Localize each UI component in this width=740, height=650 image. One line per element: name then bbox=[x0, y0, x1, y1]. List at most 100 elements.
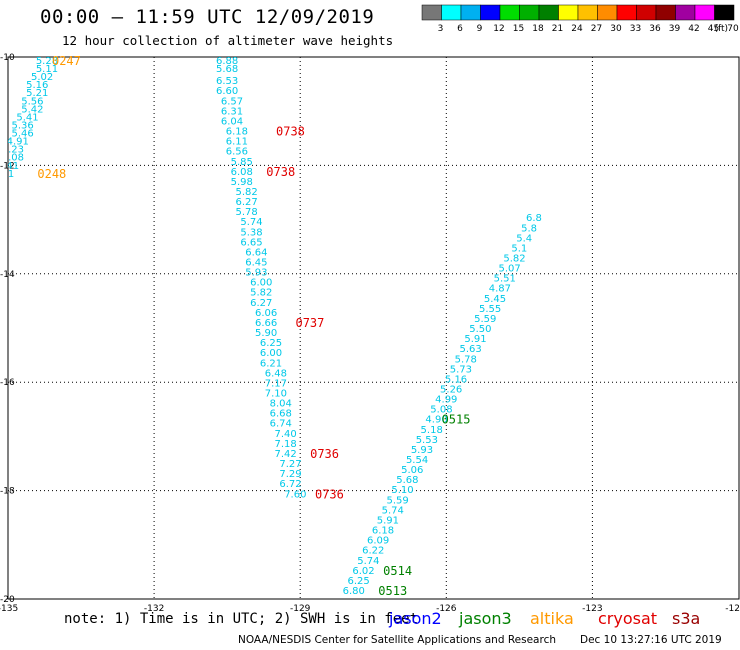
y-tick-label: -16 bbox=[0, 378, 15, 388]
swh-value: 6.27 bbox=[250, 298, 272, 309]
swh-value: 6.53 bbox=[216, 76, 238, 87]
x-tick-label: -135 bbox=[0, 604, 18, 614]
swh-value: 4.99 bbox=[435, 395, 457, 406]
swh-value: 5.78 bbox=[235, 207, 257, 218]
swh-value: 6.80 bbox=[343, 586, 365, 597]
colorbar-swatch bbox=[655, 4, 676, 21]
swh-value: 5.55 bbox=[479, 304, 501, 315]
colorbar-label: 45 bbox=[708, 24, 719, 34]
swh-value: 5.68 bbox=[396, 475, 418, 486]
swh-value: 6.25 bbox=[348, 576, 370, 587]
swh-value: 6.18 bbox=[372, 526, 394, 537]
timestamp: Dec 10 13:27:16 UTC 2019 bbox=[580, 634, 722, 646]
time-label: 0514 bbox=[383, 564, 412, 578]
swh-value: 5.36 bbox=[11, 120, 33, 131]
legend-s3a: s3a bbox=[672, 609, 701, 628]
colorbar-label: 21 bbox=[552, 24, 563, 34]
colorbar-label: 39 bbox=[669, 24, 681, 34]
swh-value: 6.08 bbox=[231, 167, 253, 178]
swh-value: 6.31 bbox=[221, 106, 243, 117]
swh-value: 5.45 bbox=[484, 294, 506, 305]
swh-value: 5.90 bbox=[255, 328, 277, 339]
swh-value: 7.10 bbox=[265, 389, 287, 400]
swh-value: 5.82 bbox=[250, 288, 272, 299]
colorbar-label: 33 bbox=[630, 24, 641, 34]
colorbar-label: 27 bbox=[591, 24, 602, 34]
swh-value: 5.4 bbox=[516, 233, 532, 244]
swh-value: 6.04 bbox=[221, 116, 243, 127]
swh-value: 4.91 bbox=[7, 137, 29, 148]
swh-value: 5.50 bbox=[469, 324, 491, 335]
colorbar-swatch bbox=[636, 4, 657, 21]
x-tick-label: -12 bbox=[725, 604, 740, 614]
swh-value: 6.48 bbox=[265, 368, 287, 379]
x-tick-label: -132 bbox=[144, 604, 164, 614]
swh-value: 6.18 bbox=[226, 127, 248, 138]
colorbar-swatch bbox=[597, 4, 618, 21]
swh-value: 6.00 bbox=[260, 348, 282, 359]
colorbar-label: 3 bbox=[438, 24, 444, 34]
swh-value: 6.68 bbox=[270, 409, 292, 420]
swh-value: 6.01 bbox=[0, 169, 14, 180]
swh-value: 5.08 bbox=[2, 153, 24, 164]
time-label: 0247 bbox=[52, 54, 81, 68]
swh-value: 6.66 bbox=[255, 318, 277, 329]
swh-value: 4.87 bbox=[489, 284, 511, 295]
swh-value: 5.02 bbox=[31, 72, 53, 83]
time-label: 0737 bbox=[295, 316, 324, 330]
swh-value: 5.59 bbox=[474, 314, 496, 325]
colorbar-label: 12 bbox=[493, 24, 504, 34]
legend-jason3: jason3 bbox=[459, 609, 512, 628]
swh-value: 6.06 bbox=[255, 308, 277, 319]
colorbar-label: 30 bbox=[610, 24, 622, 34]
swh-value: 5.41 bbox=[0, 161, 19, 172]
swh-value: 5.21 bbox=[26, 88, 48, 99]
colorbar-swatch bbox=[460, 4, 481, 21]
swh-value: 5.26 bbox=[440, 384, 462, 395]
swh-value: 6.88 bbox=[216, 56, 238, 67]
swh-value: 6.09 bbox=[367, 536, 389, 547]
colorbar-label: 6 bbox=[457, 24, 463, 34]
swh-value: 6.00 bbox=[250, 278, 272, 289]
swh-value: 6.72 bbox=[279, 479, 301, 490]
swh-value: 5.11 bbox=[36, 64, 58, 75]
swh-value: 7.17 bbox=[265, 378, 287, 389]
colorbar-swatch bbox=[441, 4, 462, 21]
swh-value: 5.53 bbox=[416, 435, 438, 446]
swh-value: 6.65 bbox=[240, 237, 262, 248]
swh-value: 7.40 bbox=[274, 429, 296, 440]
colorbar-swatch bbox=[675, 4, 696, 21]
colorbar-swatch bbox=[714, 4, 735, 21]
swh-value: 6.22 bbox=[362, 546, 384, 557]
colorbar-label: 15 bbox=[513, 24, 524, 34]
y-tick-label: -10 bbox=[0, 53, 15, 63]
colorbar-label: 42 bbox=[688, 24, 699, 34]
colorbar-label: 9 bbox=[477, 24, 483, 34]
chart-subtitle: 12 hour collection of altimeter wave hei… bbox=[62, 33, 394, 48]
swh-value: 5.82 bbox=[503, 253, 525, 264]
colorbar-swatch bbox=[499, 4, 520, 21]
swh-value: 7.27 bbox=[279, 459, 301, 470]
swh-value: 6.45 bbox=[245, 258, 267, 269]
swh-value: 5.74 bbox=[382, 505, 404, 516]
swh-value: 5.16 bbox=[445, 374, 467, 385]
colorbar-label: 70 bbox=[727, 24, 739, 34]
swh-value: 5.23 bbox=[2, 145, 24, 156]
time-label: 0515 bbox=[442, 413, 471, 427]
swh-value: 7.29 bbox=[279, 469, 301, 480]
swh-value: 4.90 bbox=[425, 415, 447, 426]
swh-value: 5.06 bbox=[401, 465, 423, 476]
swh-value: 5.59 bbox=[386, 495, 408, 506]
legend-altika: altika bbox=[530, 609, 574, 628]
swh-value: 5.91 bbox=[464, 334, 486, 345]
swh-value: 6.74 bbox=[270, 419, 292, 430]
colorbar-swatch bbox=[421, 4, 442, 21]
swh-value: 7.18 bbox=[274, 439, 296, 450]
swh-value: 5.54 bbox=[406, 455, 428, 466]
legend-cryosat: cryosat bbox=[598, 609, 658, 628]
swh-value: 5.85 bbox=[231, 157, 253, 168]
swh-value: 6.56 bbox=[226, 147, 248, 158]
swh-value: 5.38 bbox=[240, 227, 262, 238]
swh-value: 5.18 bbox=[421, 425, 443, 436]
